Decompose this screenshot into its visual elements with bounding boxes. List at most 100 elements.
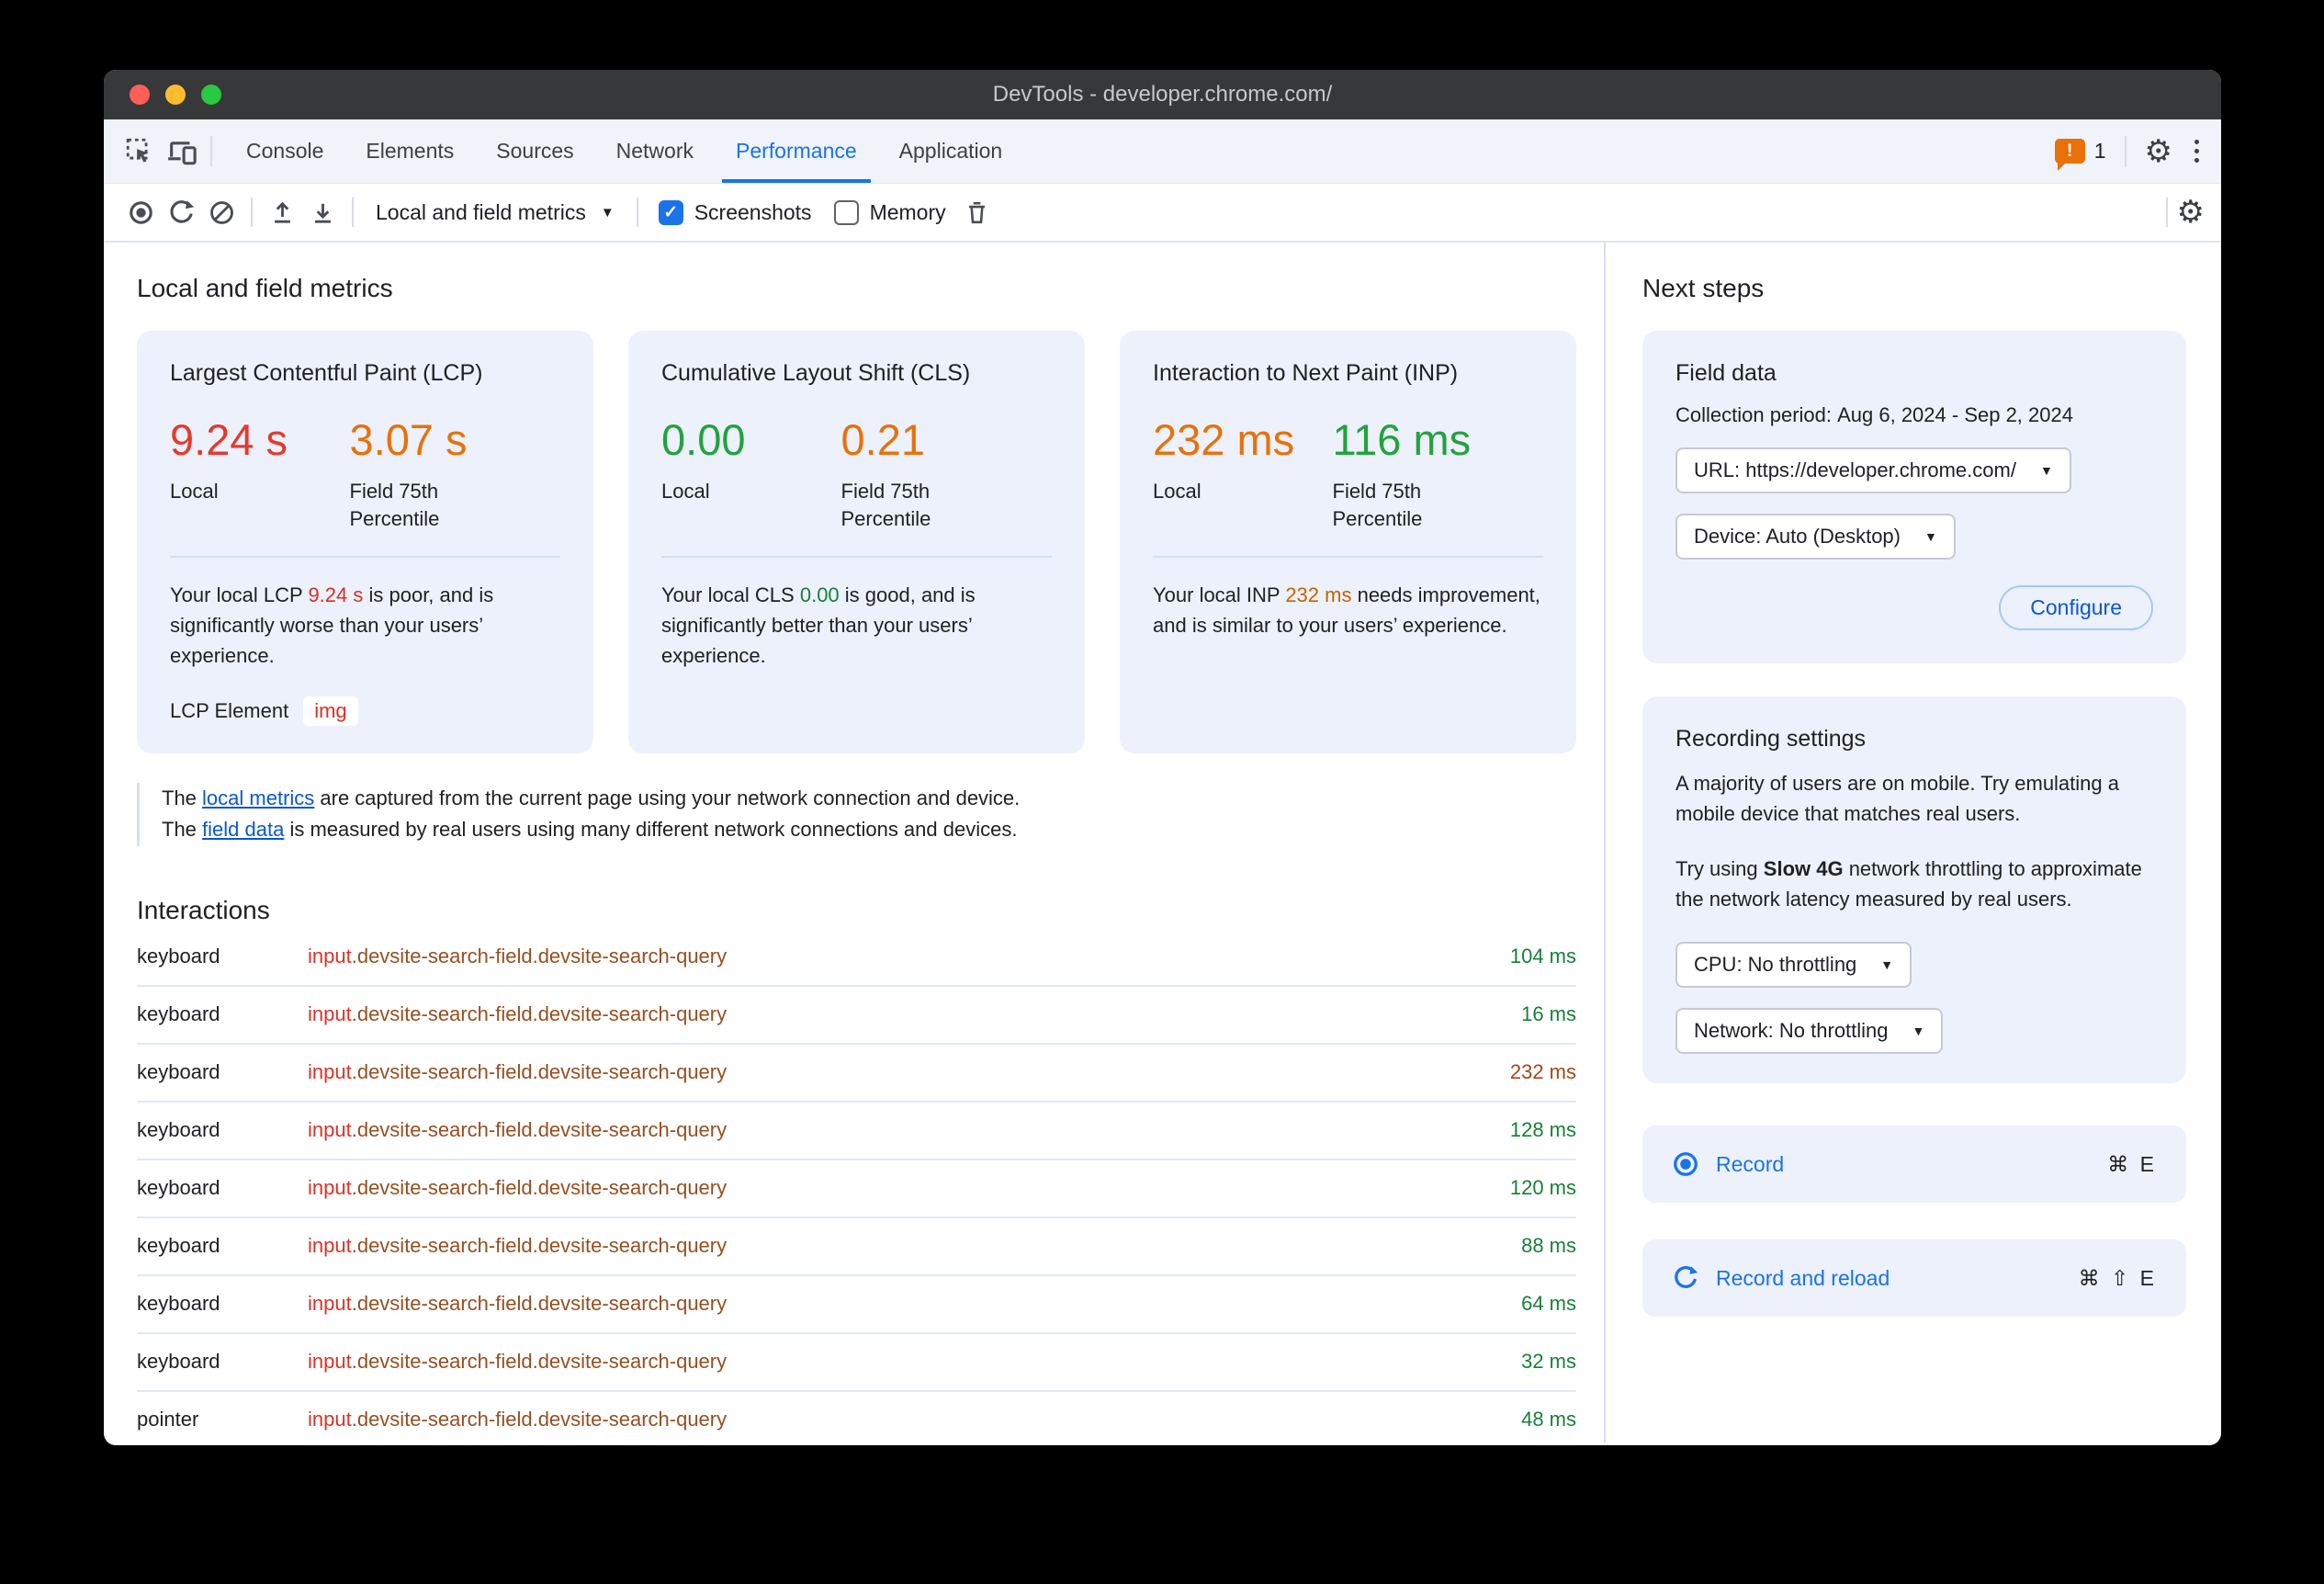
record-icon [1674, 1152, 1698, 1177]
tab-network[interactable]: Network [615, 139, 694, 163]
traffic-lights [130, 70, 221, 119]
interactions-heading: Interactions [137, 895, 270, 924]
lcp-element-label: LCP Element [170, 699, 289, 723]
interaction-row[interactable]: keyboard input.devsite-search-field.devs… [137, 929, 1576, 987]
minimize-window-button[interactable] [165, 85, 186, 105]
lcp-title: Largest Contentful Paint (LCP) [170, 360, 483, 386]
recording-settings-network-tip: Try using Slow 4G network throttling to … [1675, 857, 2142, 911]
inp-field-value: 116 ms [1332, 415, 1472, 464]
metric-cards: Largest Contentful Paint (LCP) 9.24 s Lo… [137, 331, 1576, 754]
inspect-element-icon[interactable] [118, 119, 161, 183]
record-and-reload-action[interactable]: Record and reload ⌘ ⇧ E [1642, 1239, 2186, 1318]
settings-gear-icon[interactable]: ⚙ [2144, 133, 2172, 169]
inp-description: Your local INP 232 ms needs improvement,… [1153, 583, 1540, 638]
field-data-title: Field data [1675, 360, 1777, 386]
issue-count: 1 [2093, 139, 2106, 163]
interaction-row[interactable]: keyboard input.devsite-search-field.devs… [137, 1276, 1576, 1334]
lcp-field-label: Field 75th Percentile [349, 480, 440, 530]
metrics-footnote: The local metrics are captured from the … [137, 783, 1576, 846]
window-title: DevTools - developer.chrome.com/ [992, 82, 1333, 107]
recording-settings-title: Recording settings [1675, 726, 1867, 752]
memory-checkbox[interactable] [833, 199, 859, 225]
close-window-button[interactable] [130, 85, 150, 105]
divider [352, 198, 354, 227]
reload-record-icon[interactable] [161, 192, 201, 232]
issues-counter[interactable]: ! 1 [2054, 139, 2106, 171]
zoom-window-button[interactable] [201, 85, 221, 105]
interaction-row[interactable]: keyboard input.devsite-search-field.devs… [137, 1218, 1576, 1276]
divider [210, 136, 212, 166]
divider [2165, 198, 2168, 227]
tab-performance[interactable]: Performance [715, 119, 878, 183]
inp-card: Interaction to Next Paint (INP) 232 ms L… [1120, 331, 1576, 754]
clear-icon[interactable] [201, 192, 242, 232]
lcp-description: Your local LCP 9.24 s is poor, and is si… [170, 583, 494, 668]
record-action[interactable]: Record ⌘ E [1642, 1126, 2186, 1204]
recording-settings-mobile-tip: A majority of users are on mobile. Try e… [1675, 772, 2119, 825]
interactions-table: keyboard input.devsite-search-field.devs… [137, 929, 1576, 1443]
tab-application[interactable]: Application [898, 139, 1003, 163]
device-toolbar-icon[interactable] [161, 119, 203, 183]
inp-title: Interaction to Next Paint (INP) [1153, 360, 1459, 386]
upload-profile-icon[interactable] [262, 192, 302, 232]
view-mode-label: Local and field metrics [376, 199, 586, 224]
lcp-local-label: Local [170, 480, 219, 503]
panel-tabs: Console Elements Sources Network Perform… [225, 119, 1023, 183]
local-metrics-link[interactable]: local metrics [202, 786, 315, 810]
next-steps-heading: Next steps [1642, 274, 1765, 302]
screenshots-checkbox[interactable]: ✓ [658, 199, 683, 225]
metrics-heading: Local and field metrics [137, 274, 393, 302]
chevron-down-icon: ▼ [1880, 957, 1894, 973]
tab-sources[interactable]: Sources [496, 139, 574, 163]
chevron-down-icon: ▼ [2039, 463, 2053, 478]
record-and-reload-shortcut: ⌘ ⇧ E [2078, 1265, 2157, 1290]
panel-content: Local and field metrics Largest Contentf… [104, 243, 2221, 1443]
record-action-label: Record [1716, 1151, 1785, 1176]
record-icon[interactable] [120, 192, 161, 232]
cpu-throttling-select[interactable]: CPU: No throttling ▼ [1675, 942, 1912, 989]
cls-card: Cumulative Layout Shift (CLS) 0.00 Local… [628, 331, 1085, 754]
recording-settings-card: Recording settings A majority of users a… [1642, 696, 2186, 1084]
metrics-main-column: Local and field metrics Largest Contentf… [104, 243, 1604, 1443]
interaction-row[interactable]: keyboard input.devsite-search-field.devs… [137, 1045, 1576, 1103]
field-data-link[interactable]: field data [202, 818, 285, 842]
performance-toolbar: Local and field metrics ▼ ✓ Screenshots … [104, 184, 2221, 243]
divider [636, 198, 638, 227]
download-profile-icon[interactable] [302, 192, 343, 232]
configure-button[interactable]: Configure [1999, 585, 2153, 630]
record-shortcut: ⌘ E [2107, 1151, 2157, 1176]
lcp-card: Largest Contentful Paint (LCP) 9.24 s Lo… [137, 331, 593, 754]
interaction-row[interactable]: keyboard input.devsite-search-field.devs… [137, 1334, 1576, 1392]
cls-field-value: 0.21 [840, 415, 925, 464]
view-mode-dropdown[interactable]: Local and field metrics ▼ [363, 200, 627, 225]
titlebar: DevTools - developer.chrome.com/ [104, 70, 2221, 119]
cls-local-value: 0.00 [661, 415, 746, 464]
cls-local-label: Local [661, 480, 710, 503]
inp-field-label: Field 75th Percentile [1332, 480, 1423, 530]
interaction-row[interactable]: pointer input.devsite-search-field.devsi… [137, 1392, 1576, 1443]
field-data-card: Field data Collection period: Aug 6, 202… [1642, 331, 2186, 663]
interaction-row[interactable]: keyboard input.devsite-search-field.devs… [137, 1160, 1576, 1218]
devtools-window: DevTools - developer.chrome.com/ Console… [104, 70, 2221, 1445]
interaction-row[interactable]: keyboard input.devsite-search-field.devs… [137, 1103, 1576, 1160]
network-throttling-select[interactable]: Network: No throttling ▼ [1675, 1008, 1944, 1055]
url-select[interactable]: URL: https://developer.chrome.com/ ▼ [1675, 447, 2071, 493]
screenshots-checkbox-row[interactable]: ✓ Screenshots [648, 199, 823, 225]
issue-bubble-icon: ! [2054, 139, 2085, 171]
interaction-row[interactable]: keyboard input.devsite-search-field.devs… [137, 987, 1576, 1045]
devtools-tabbar: Console Elements Sources Network Perform… [104, 119, 2221, 184]
lcp-element-link[interactable]: img [303, 696, 358, 727]
collect-garbage-icon[interactable] [957, 192, 998, 232]
memory-checkbox-row[interactable]: Memory [823, 199, 957, 225]
cls-field-label: Field 75th Percentile [840, 480, 931, 530]
more-options-kebab-icon[interactable] [2187, 140, 2206, 163]
inp-local-label: Local [1153, 480, 1201, 503]
chevron-down-icon: ▼ [1912, 1024, 1925, 1039]
tab-elements[interactable]: Elements [366, 139, 455, 163]
device-select[interactable]: Device: Auto (Desktop) ▼ [1675, 514, 1956, 560]
capture-settings-gear-icon[interactable]: ⚙ [2176, 195, 2205, 230]
record-and-reload-action-label: Record and reload [1716, 1265, 1890, 1290]
cls-title: Cumulative Layout Shift (CLS) [661, 360, 971, 386]
divider [2124, 135, 2127, 167]
tab-console[interactable]: Console [246, 139, 324, 163]
